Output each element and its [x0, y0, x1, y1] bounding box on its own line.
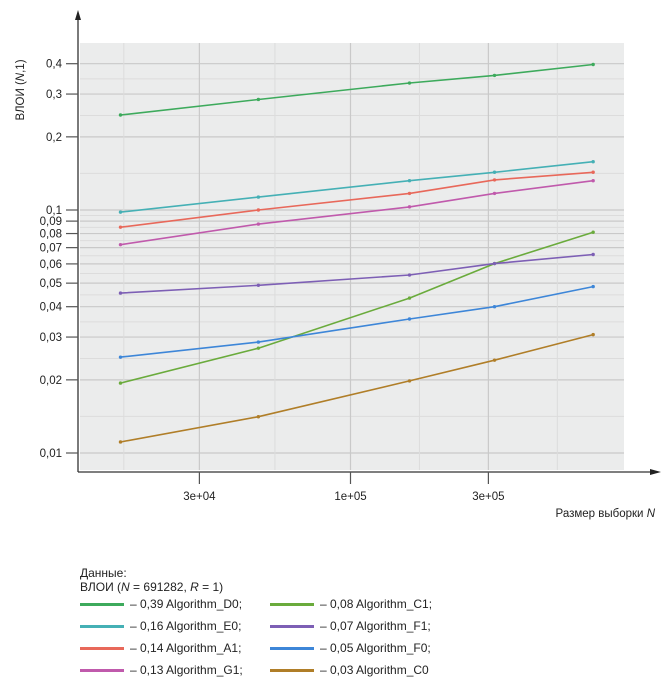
grid: [80, 43, 624, 470]
data-point-Algorithm_E0: [118, 210, 123, 214]
legend-label: – 0,39 Algorithm_D0;: [130, 597, 243, 611]
data-point-Algorithm_D0: [256, 97, 261, 102]
data-point-Algorithm_F1: [591, 252, 595, 257]
axes: 0,4 0,3 0,2 0,10,090,08 0,07 0,06 0,05 0,04 0,03…: [40, 10, 661, 503]
legend-swatch: [270, 624, 314, 628]
legend-item: – 0,39 Algorithm_D0;: [80, 597, 242, 611]
legend-label: – 0,13 Algorithm_G1;: [130, 663, 243, 677]
y-tick-label: 0,08: [40, 229, 62, 241]
y-tick-label: 0,05: [40, 278, 62, 290]
data-point-Algorithm_F1: [492, 261, 497, 266]
legend-item: – 0,14 Algorithm_A1;: [80, 641, 241, 655]
y-tick-label: 0,03: [40, 332, 62, 344]
legend-item: – 0,03 Algorithm_C0: [270, 663, 429, 677]
y-axis-title: ВЛОИ (N,1): [15, 59, 27, 120]
data-point-Algorithm_E0: [256, 195, 261, 199]
y-axis-arrow: [75, 10, 81, 20]
legend-swatch: [270, 668, 314, 672]
legend-swatch: [80, 602, 124, 606]
data-point-Algorithm_C0: [118, 440, 123, 444]
data-point-Algorithm_F1: [407, 273, 412, 277]
legend-label: – 0,08 Algorithm_C1;: [320, 597, 433, 611]
legend-item: – 0,05 Algorithm_F0;: [270, 641, 431, 655]
series-lines: [118, 62, 595, 444]
data-point-Algorithm_D0: [492, 73, 497, 78]
y-tick-label: 0,02: [40, 375, 62, 387]
data-point-Algorithm_C1: [118, 381, 123, 385]
data-point-Algorithm_G1: [407, 205, 412, 209]
legend-swatch: [80, 668, 124, 672]
data-point-Algorithm_C0: [407, 379, 412, 383]
data-point-Algorithm_G1: [256, 222, 261, 226]
y-tick-label: 0,06: [40, 259, 62, 271]
data-point-Algorithm_F1: [256, 283, 261, 287]
data-point-Algorithm_A1: [407, 191, 412, 196]
plot-panel: [80, 43, 624, 470]
data-point-Algorithm_E0: [407, 179, 412, 183]
data-point-Algorithm_A1: [118, 225, 123, 229]
x-axis-arrow: [650, 469, 661, 475]
plot-background: [80, 43, 624, 470]
data-point-Algorithm_F1: [118, 291, 123, 295]
y-tick-label: 0,2: [46, 132, 62, 144]
y-tick-label: 0,01: [40, 448, 62, 460]
legend-swatch: [270, 646, 314, 650]
data-point-Algorithm_G1: [118, 242, 123, 247]
legend-label: – 0,03 Algorithm_C0: [320, 663, 429, 677]
data-point-Algorithm_A1: [492, 178, 497, 182]
y-tick-label: 0,3: [46, 89, 62, 101]
legend-header: Данные: ВЛОИ (N = 691282, R = 1): [80, 566, 223, 594]
y-tick-label: 0,04: [40, 302, 63, 314]
data-point-Algorithm_F0: [492, 304, 497, 309]
legend-item: – 0,13 Algorithm_G1;: [80, 663, 243, 677]
chart: 0,4 0,3 0,2 0,10,090,08 0,07 0,06 0,05 0,04 0,03…: [15, 10, 661, 520]
legend-label: – 0,07 Algorithm_F1;: [320, 619, 431, 633]
legend-item: – 0,07 Algorithm_F1;: [270, 619, 431, 633]
data-point-Algorithm_F0: [591, 284, 595, 289]
x-tick-label: 3e+04: [183, 491, 216, 503]
data-point-Algorithm_G1: [591, 179, 595, 183]
legend-subtitle: ВЛОИ (N = 691282, R = 1): [80, 580, 224, 594]
data-point-Algorithm_E0: [492, 170, 497, 174]
data-point-Algorithm_C0: [591, 332, 595, 337]
legend-swatch: [80, 646, 124, 650]
data-point-Algorithm_C0: [256, 415, 261, 419]
x-tick-label: 3e+05: [472, 491, 504, 503]
data-point-Algorithm_C0: [492, 358, 497, 362]
data-point-Algorithm_F0: [407, 317, 412, 321]
y-tick-label: 0,07: [40, 243, 62, 255]
y-tick-label: 0,4: [46, 59, 63, 71]
data-point-Algorithm_A1: [591, 170, 595, 174]
data-point-Algorithm_C1: [407, 296, 412, 300]
legend-item: – 0,16 Algorithm_E0;: [80, 619, 241, 633]
y-tick-label: 0,09: [40, 216, 62, 228]
data-point-Algorithm_D0: [407, 81, 412, 85]
legend-item: – 0,08 Algorithm_C1;: [270, 597, 432, 611]
legend-swatch: [270, 602, 314, 606]
y-tick-label: 0,1: [46, 205, 62, 217]
x-tick-label: 1e+05: [334, 491, 366, 503]
data-point-Algorithm_D0: [118, 113, 123, 117]
data-point-Algorithm_F0: [118, 355, 123, 359]
data-point-Algorithm_A1: [256, 208, 261, 212]
data-point-Algorithm_E0: [591, 160, 595, 164]
legend-title: Данные:: [80, 566, 127, 580]
data-point-Algorithm_F0: [256, 340, 261, 344]
data-point-Algorithm_C1: [591, 230, 595, 234]
x-axis-title: Размер выборки N: [556, 508, 656, 520]
data-point-Algorithm_D0: [591, 62, 595, 67]
data-point-Algorithm_C1: [256, 346, 261, 350]
legend-swatch: [80, 624, 124, 628]
legend-label: – 0,14 Algorithm_A1;: [130, 641, 242, 655]
data-point-Algorithm_G1: [492, 191, 497, 196]
legend-label: – 0,16 Algorithm_E0;: [130, 619, 242, 633]
legend-label: – 0,05 Algorithm_F0;: [320, 641, 431, 655]
